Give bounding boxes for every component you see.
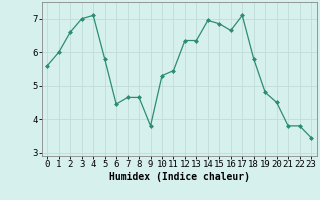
X-axis label: Humidex (Indice chaleur): Humidex (Indice chaleur) (109, 172, 250, 182)
